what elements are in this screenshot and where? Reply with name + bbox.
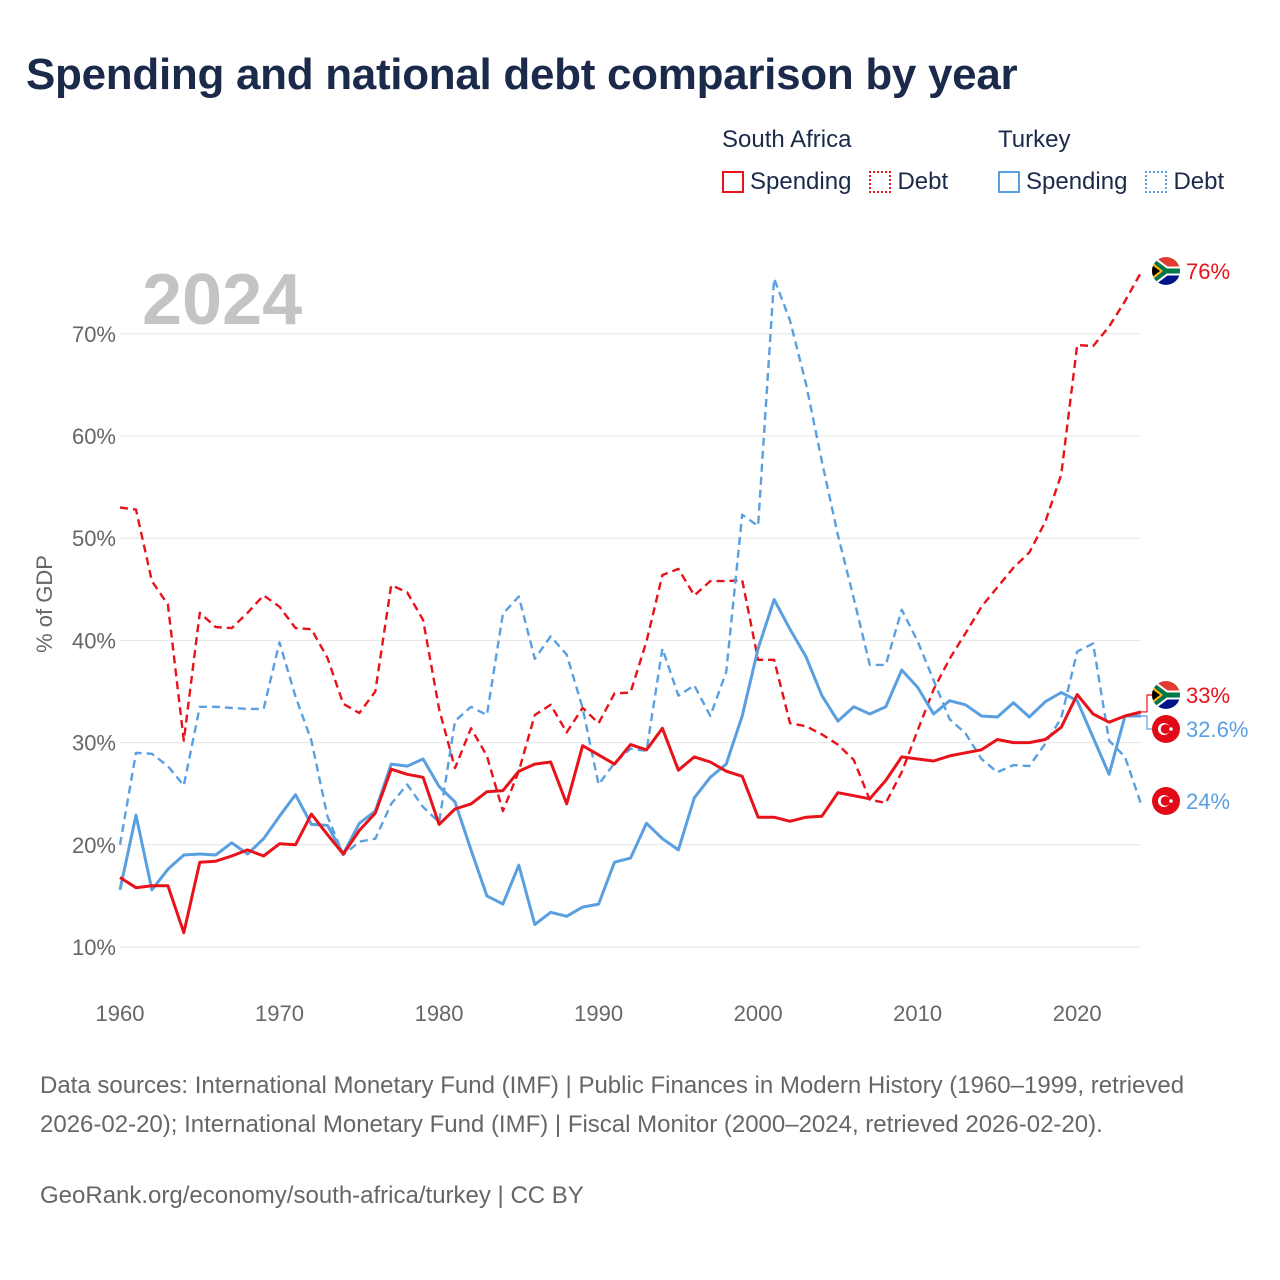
legend-item-turkey-debt[interactable]: Debt bbox=[1145, 168, 1224, 196]
y-tick-label: 30% bbox=[72, 731, 116, 756]
y-tick-label: 60% bbox=[72, 424, 116, 449]
legend-label-debt: Debt bbox=[897, 168, 949, 195]
turkey-flag-icon bbox=[1152, 787, 1180, 815]
y-axis-title: % of GDP bbox=[32, 555, 57, 653]
series-line-turkey-spending bbox=[118, 598, 1141, 926]
y-tick-label: 70% bbox=[72, 322, 116, 347]
legend-group-label-south-africa: South Africa bbox=[722, 126, 852, 153]
series-line-turkey-debt bbox=[118, 277, 1143, 857]
legend-label-spending: Spending bbox=[750, 168, 852, 195]
x-tick-label: 2010 bbox=[893, 1001, 942, 1026]
legend-turkey: Turkey Spending Debt bbox=[998, 124, 1242, 196]
x-tick-label: 1970 bbox=[255, 1001, 304, 1026]
label-connector bbox=[1141, 715, 1153, 730]
end-value-label: 24% bbox=[1186, 789, 1230, 814]
series-line-south-africa-spending bbox=[119, 693, 1142, 935]
legend-south-africa: South Africa Spending Debt bbox=[722, 124, 966, 196]
line-chart: 10% 20% 30% 40% 50% 60% 70% 1960 1970 1980 1990 200… bbox=[32, 257, 1248, 1026]
legend-label-spending: Spending bbox=[1026, 168, 1128, 195]
legend-item-south-africa-debt[interactable]: Debt bbox=[869, 168, 948, 196]
end-value-label: 76% bbox=[1186, 259, 1230, 284]
end-value-label: 32.6% bbox=[1186, 717, 1248, 742]
y-tick-label: 50% bbox=[72, 526, 116, 551]
legend-label-debt: Debt bbox=[1173, 168, 1225, 195]
south-africa-flag-icon bbox=[1152, 681, 1180, 709]
x-tick-label: 2000 bbox=[734, 1001, 783, 1026]
y-tick-label: 40% bbox=[72, 628, 116, 653]
chart-title: Spending and national debt comparison by… bbox=[26, 50, 1018, 99]
y-tick-label: 10% bbox=[72, 935, 116, 960]
x-tick-label: 1960 bbox=[96, 1001, 145, 1026]
x-tick-label: 1990 bbox=[574, 1001, 623, 1026]
x-tick-label: 2020 bbox=[1053, 1001, 1102, 1026]
legend-group-label-turkey: Turkey bbox=[998, 126, 1071, 153]
legend-item-turkey-spending[interactable]: Spending bbox=[998, 168, 1127, 196]
end-value-label: 33% bbox=[1186, 683, 1230, 708]
turkey-flag-icon bbox=[1152, 715, 1180, 743]
legend-swatch-dotted bbox=[869, 171, 892, 193]
current-year-label: 2024 bbox=[142, 260, 302, 340]
legend-swatch-solid bbox=[722, 171, 744, 193]
label-connector bbox=[1141, 694, 1153, 713]
legend-swatch-dotted bbox=[1145, 171, 1168, 193]
y-tick-label: 20% bbox=[72, 833, 116, 858]
data-sources-note: Data sources: International Monetary Fun… bbox=[40, 1072, 1185, 1138]
legend-swatch-solid bbox=[998, 171, 1020, 193]
series-line-south-africa-debt bbox=[119, 271, 1143, 813]
south-africa-flag-icon bbox=[1152, 257, 1180, 285]
legend-item-south-africa-spending[interactable]: Spending bbox=[722, 168, 851, 196]
source-credit-link[interactable]: GeoRank.org/economy/south-africa/turkey … bbox=[40, 1182, 584, 1209]
x-tick-label: 1980 bbox=[415, 1001, 464, 1026]
